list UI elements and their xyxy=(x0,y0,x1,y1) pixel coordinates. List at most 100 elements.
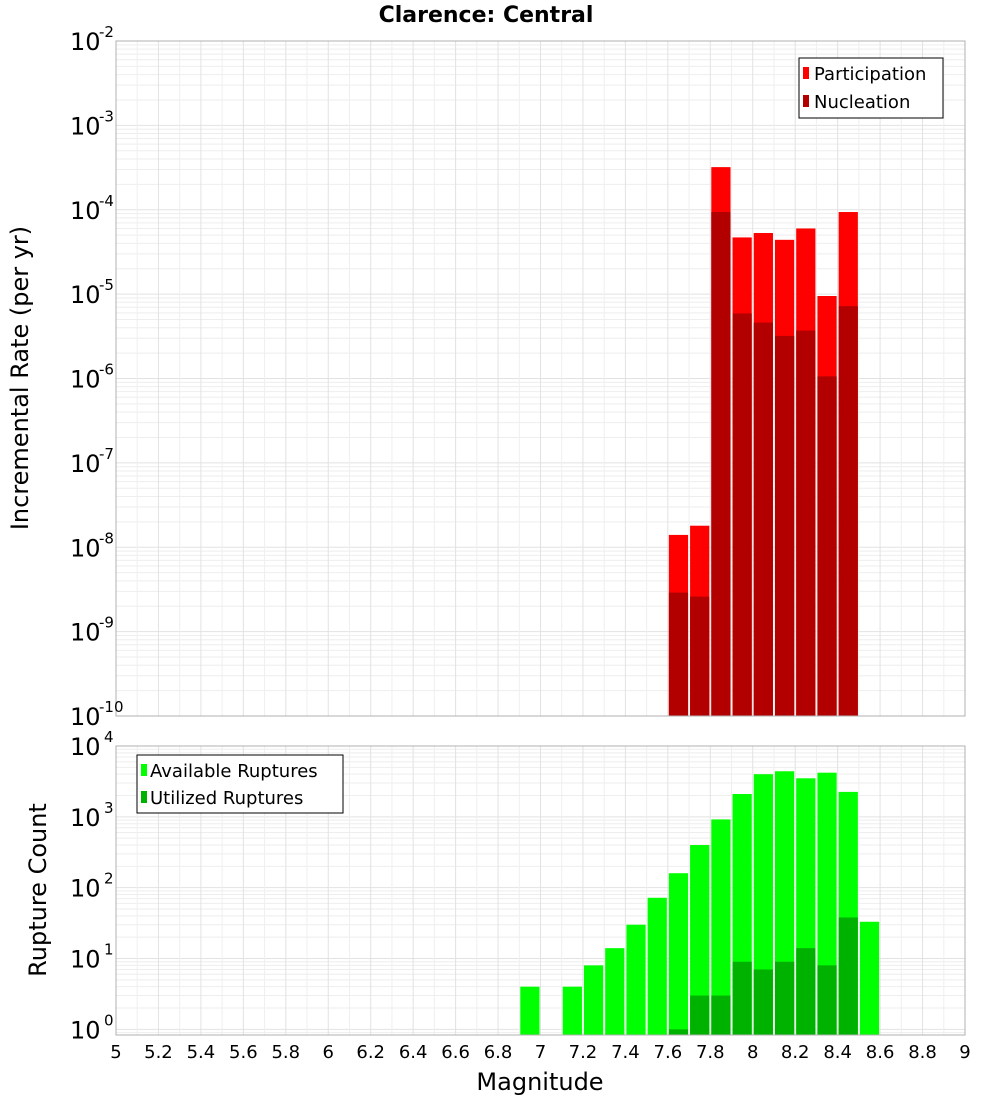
y-tick-label: 10 xyxy=(70,703,101,731)
x-tick-label: 7 xyxy=(535,1042,546,1063)
y-tick-exponent: 2 xyxy=(104,870,114,888)
y-tick-label: 10 xyxy=(70,733,101,761)
y-tick-exponent: -10 xyxy=(99,698,124,716)
top-legend: Participation Nucleation xyxy=(798,57,944,119)
legend-swatch-participation xyxy=(803,67,809,79)
bar-nucleation xyxy=(817,376,837,716)
x-tick-label: 5 xyxy=(110,1042,121,1063)
y-tick-exponent: -2 xyxy=(99,23,114,41)
y-tick-label: 10 xyxy=(70,875,101,903)
y-tick-label: 10 xyxy=(70,619,101,647)
top-bars xyxy=(668,167,858,716)
y-tick-label: 10 xyxy=(70,946,101,974)
bar-utilized-ruptures xyxy=(690,995,710,1035)
y-tick-exponent: 0 xyxy=(104,1011,114,1029)
y-tick-label: 10 xyxy=(70,112,101,140)
x-tick-label: 6.8 xyxy=(484,1042,513,1063)
bottom-y-axis-label: Rupture Count xyxy=(24,803,52,977)
bar-nucleation xyxy=(796,330,816,716)
bar-utilized-ruptures xyxy=(668,1029,689,1035)
bar-available-ruptures xyxy=(520,986,540,1035)
legend-label-participation: Participation xyxy=(814,64,926,85)
x-tick-label: 7.2 xyxy=(569,1042,598,1063)
bar-nucleation xyxy=(838,306,858,716)
bar-available-ruptures xyxy=(605,948,625,1035)
bottom-legend-box xyxy=(136,754,344,814)
y-tick-label: 10 xyxy=(70,281,101,309)
legend-swatch-available xyxy=(141,764,147,776)
y-tick-label: 10 xyxy=(70,1016,101,1044)
y-tick-exponent: -8 xyxy=(99,529,114,547)
y-tick-exponent: -9 xyxy=(99,614,114,632)
y-tick-label: 10 xyxy=(70,366,101,394)
y-tick-label: 10 xyxy=(70,28,101,56)
bar-nucleation xyxy=(711,212,731,716)
bar-available-ruptures xyxy=(562,986,582,1035)
bottom-legend: Available Ruptures Utilized Ruptures xyxy=(136,754,344,814)
x-tick-label: 7.4 xyxy=(611,1042,640,1063)
x-tick-label: 8.4 xyxy=(823,1042,852,1063)
x-tick-labels: 5 5.2 5.4 5.6 5.8 6 6.2 6.4 6.6 6.8 7 7.2 7.4 7.6 7.8 8… xyxy=(110,1042,970,1063)
bar-utilized-ruptures xyxy=(711,995,731,1035)
x-tick-label: 8 xyxy=(747,1042,758,1063)
y-tick-label: 10 xyxy=(70,450,101,478)
bottom-bars xyxy=(520,771,880,1035)
x-tick-label: 7.8 xyxy=(696,1042,725,1063)
legend-swatch-nucleation xyxy=(803,95,809,107)
bar-utilized-ruptures xyxy=(774,961,795,1035)
x-tick-label: 9 xyxy=(959,1042,970,1063)
bar-available-ruptures xyxy=(626,924,646,1035)
legend-label-nucleation: Nucleation xyxy=(814,92,910,113)
bar-nucleation xyxy=(774,335,795,716)
y-tick-exponent: 4 xyxy=(104,728,114,746)
y-tick-exponent: -6 xyxy=(99,361,114,379)
bar-utilized-ruptures xyxy=(753,969,773,1035)
bar-utilized-ruptures xyxy=(817,965,837,1035)
x-tick-label: 6 xyxy=(323,1042,334,1063)
legend-label-available: Available Ruptures xyxy=(150,761,318,782)
top-gridlines xyxy=(115,41,966,717)
y-tick-exponent: 3 xyxy=(104,799,114,817)
y-tick-exponent: -4 xyxy=(99,192,114,210)
x-tick-label: 8.6 xyxy=(866,1042,895,1063)
bar-nucleation xyxy=(690,596,710,716)
top-legend-box xyxy=(798,57,944,119)
x-tick-label: 8.2 xyxy=(781,1042,810,1063)
x-tick-label: 7.6 xyxy=(654,1042,683,1063)
bar-nucleation xyxy=(732,313,752,716)
bar-available-ruptures xyxy=(711,819,731,1035)
chart-title: Clarence: Central xyxy=(379,3,594,28)
y-tick-exponent: -5 xyxy=(99,276,114,294)
x-tick-label: 5.4 xyxy=(187,1042,216,1063)
y-tick-exponent: -7 xyxy=(99,445,114,463)
x-tick-label: 5.2 xyxy=(144,1042,173,1063)
bar-nucleation xyxy=(668,592,689,716)
top-plot-border xyxy=(115,40,966,717)
y-tick-label: 10 xyxy=(70,197,101,225)
x-tick-label: 6.4 xyxy=(399,1042,428,1063)
bottom-plot-border xyxy=(115,745,966,1036)
bar-utilized-ruptures xyxy=(796,948,816,1035)
legend-label-utilized: Utilized Ruptures xyxy=(150,788,303,809)
bar-available-ruptures xyxy=(583,965,604,1035)
bar-nucleation xyxy=(753,322,773,716)
legend-swatch-utilized xyxy=(141,791,147,803)
x-tick-label: 5.8 xyxy=(271,1042,300,1063)
x-tick-label: 6.2 xyxy=(356,1042,385,1063)
y-tick-exponent: -3 xyxy=(99,107,114,125)
bar-available-ruptures xyxy=(859,921,880,1035)
top-y-axis-label: Incremental Rate (per yr) xyxy=(6,226,34,530)
x-tick-label: 5.6 xyxy=(229,1042,258,1063)
bar-available-ruptures xyxy=(690,845,710,1035)
y-tick-label: 10 xyxy=(70,804,101,832)
x-tick-label: 8.8 xyxy=(908,1042,937,1063)
bar-utilized-ruptures xyxy=(838,917,858,1035)
y-tick-exponent: 1 xyxy=(104,941,114,959)
x-tick-label: 6.6 xyxy=(441,1042,470,1063)
bar-available-ruptures xyxy=(647,897,667,1035)
y-tick-label: 10 xyxy=(70,534,101,562)
